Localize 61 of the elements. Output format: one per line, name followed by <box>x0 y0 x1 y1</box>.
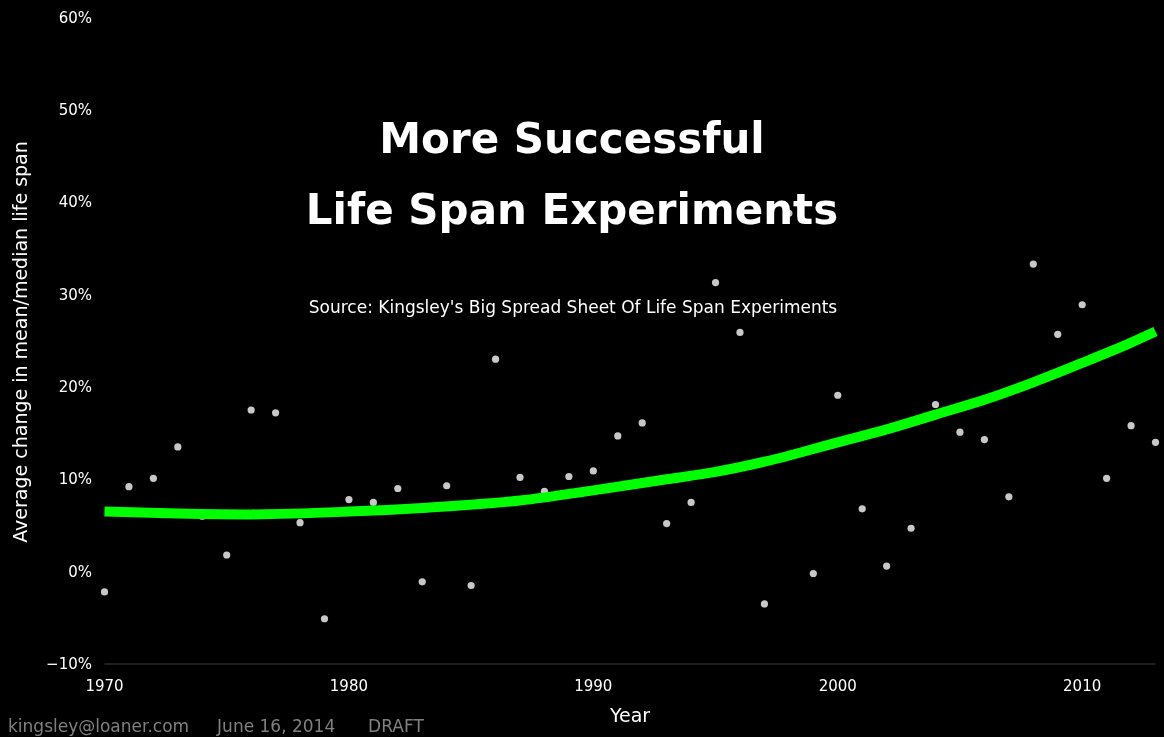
point <box>980 435 989 444</box>
point <box>100 588 109 596</box>
point <box>614 432 622 440</box>
y-tick-label: 50% <box>58 100 92 119</box>
point <box>1078 301 1086 309</box>
point <box>687 498 695 506</box>
text: DRAFT <box>368 716 425 736</box>
point <box>1029 260 1037 268</box>
y-tick-label: 60% <box>58 8 92 27</box>
point <box>638 419 646 427</box>
point <box>271 409 280 417</box>
x-tick-label: 1980 <box>329 677 369 695</box>
point <box>491 355 500 363</box>
y-tick-label: 40% <box>58 193 92 212</box>
point <box>1005 493 1013 501</box>
point <box>125 483 133 491</box>
x-axis-title: Year <box>608 704 651 726</box>
x-tick-label: 1990 <box>574 677 613 695</box>
point <box>809 569 817 578</box>
y-tick-label: 30% <box>58 285 92 304</box>
point <box>1054 330 1062 338</box>
point <box>394 484 402 493</box>
y-tick-label: 0% <box>68 562 92 581</box>
point <box>760 600 769 608</box>
point <box>956 428 964 436</box>
point <box>1127 422 1135 430</box>
point <box>883 562 891 570</box>
point <box>907 524 915 532</box>
point <box>663 520 671 528</box>
y-tick-label: −10% <box>46 655 92 673</box>
point <box>565 472 573 481</box>
point <box>345 496 353 504</box>
annotation: Source: Kingsley's Big Spread Sheet Of Life Span Experiments <box>308 297 838 317</box>
x-tick-label: 2000 <box>818 677 857 695</box>
point <box>223 551 231 559</box>
point <box>931 400 940 409</box>
text: More Successful Life Span Experiments <box>305 113 839 234</box>
point <box>516 473 524 482</box>
point <box>369 498 377 506</box>
x-tick-label: 2010 <box>1063 677 1102 695</box>
point <box>320 615 329 623</box>
point <box>589 467 597 475</box>
y-tick-label: 10% <box>58 470 92 489</box>
point <box>1151 438 1160 446</box>
x-tick-label: 1970 <box>85 677 124 695</box>
y-tick-label: 20% <box>58 377 92 396</box>
point <box>174 443 182 451</box>
point <box>858 505 866 513</box>
point <box>418 578 426 586</box>
point <box>711 278 720 287</box>
point <box>736 328 744 337</box>
point <box>149 474 157 482</box>
text: kingsley@loaner.com <box>8 716 190 736</box>
point <box>247 406 255 414</box>
point <box>443 482 451 490</box>
point <box>296 519 304 527</box>
y-axis-title: Average change in mean/median life span <box>9 141 31 543</box>
point <box>834 391 842 399</box>
point <box>1103 474 1111 482</box>
point <box>467 581 475 590</box>
text: June 16, 2014 <box>216 716 336 736</box>
